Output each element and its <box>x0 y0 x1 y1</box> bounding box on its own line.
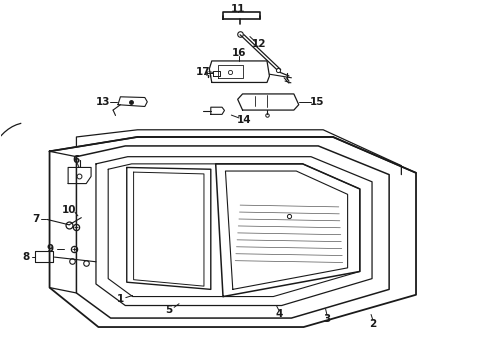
Text: 8: 8 <box>23 252 30 262</box>
Text: 1: 1 <box>117 294 124 305</box>
Text: 12: 12 <box>251 39 266 49</box>
Text: 3: 3 <box>323 314 331 324</box>
Text: 11: 11 <box>230 4 245 14</box>
Text: 4: 4 <box>275 309 283 319</box>
Text: 6: 6 <box>73 155 80 165</box>
Text: 13: 13 <box>96 97 111 107</box>
Text: 15: 15 <box>310 97 324 107</box>
Text: 5: 5 <box>166 305 173 315</box>
Text: 17: 17 <box>196 67 210 77</box>
Text: 16: 16 <box>231 48 246 58</box>
Text: 2: 2 <box>369 319 377 329</box>
Text: 10: 10 <box>62 206 76 216</box>
Text: 7: 7 <box>32 215 40 224</box>
Text: 9: 9 <box>47 244 54 254</box>
Text: 14: 14 <box>237 115 251 125</box>
